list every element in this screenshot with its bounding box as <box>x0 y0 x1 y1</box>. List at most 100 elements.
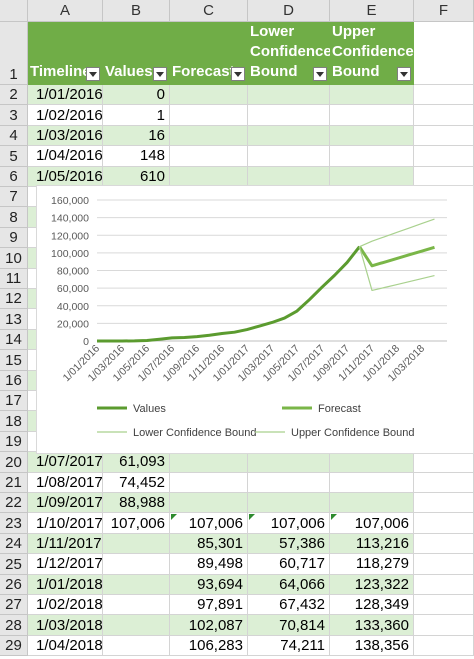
row-header-21[interactable]: 21 <box>0 472 28 493</box>
row-header-8[interactable]: 8 <box>0 207 28 228</box>
cell-forecast-r21[interactable] <box>170 472 248 493</box>
cell-f-r4[interactable] <box>414 125 474 147</box>
cell-date-r25[interactable]: 1/12/2017 <box>28 554 103 575</box>
cell-forecast-r2[interactable] <box>170 85 248 106</box>
cell-value-r3[interactable]: 1 <box>103 105 170 126</box>
cell-date-r28[interactable]: 1/03/2018 <box>28 615 103 636</box>
cell-upper-bound-r20[interactable] <box>330 452 414 473</box>
cell-forecast-r3[interactable] <box>170 105 248 126</box>
row-header-9[interactable]: 9 <box>0 227 28 249</box>
cell-upper-bound-r23[interactable]: 107,006 <box>330 513 414 534</box>
cell-f-r26[interactable] <box>414 574 474 595</box>
cell-date-r4[interactable]: 1/03/2016 <box>28 125 103 147</box>
cell-forecast-r29[interactable]: 106,283 <box>170 635 248 657</box>
cell-date-r6[interactable]: 1/05/2016 <box>28 166 103 187</box>
filter-dropdown-icon[interactable] <box>86 67 100 81</box>
row-header-18[interactable]: 18 <box>0 411 28 432</box>
row-header-29[interactable]: 29 <box>0 635 28 657</box>
cell-date-r3[interactable]: 1/02/2016 <box>28 105 103 126</box>
row-header-16[interactable]: 16 <box>0 370 28 391</box>
cell-f-r27[interactable] <box>414 595 474 616</box>
header-timeline[interactable]: Timeline <box>28 22 103 85</box>
cell-upper-bound-r2[interactable] <box>330 85 414 106</box>
cell-lower-bound-r5[interactable] <box>248 146 330 167</box>
cell-lower-bound-r2[interactable] <box>248 85 330 106</box>
cell-value-r21[interactable]: 74,452 <box>103 472 170 493</box>
cell-lower-bound-r26[interactable]: 64,066 <box>248 574 330 595</box>
row-header-4[interactable]: 4 <box>0 125 28 147</box>
cell-forecast-r24[interactable]: 85,301 <box>170 533 248 555</box>
row-header-23[interactable]: 23 <box>0 513 28 534</box>
cell-f-r23[interactable] <box>414 513 474 534</box>
cell-value-r6[interactable]: 610 <box>103 166 170 187</box>
cell-f-r20[interactable] <box>414 452 474 473</box>
cell-f-r6[interactable] <box>414 166 474 187</box>
cell-lower-bound-r20[interactable] <box>248 452 330 473</box>
cell-lower-bound-r4[interactable] <box>248 125 330 147</box>
cell-date-r27[interactable]: 1/02/2018 <box>28 595 103 616</box>
row-header-15[interactable]: 15 <box>0 350 28 371</box>
cell-f-r25[interactable] <box>414 554 474 575</box>
cell-forecast-r20[interactable] <box>170 452 248 473</box>
column-header-a[interactable]: A <box>28 0 103 22</box>
row-header-25[interactable]: 25 <box>0 554 28 575</box>
cell-value-r26[interactable] <box>103 574 170 595</box>
row-header-13[interactable]: 13 <box>0 309 28 330</box>
cell-upper-bound-r24[interactable]: 113,216 <box>330 533 414 555</box>
row-header-5[interactable]: 5 <box>0 146 28 167</box>
column-header-d[interactable]: D <box>248 0 330 22</box>
cell-lower-bound-r23[interactable]: 107,006 <box>248 513 330 534</box>
cell-date-r20[interactable]: 1/07/2017 <box>28 452 103 473</box>
cell-value-r24[interactable] <box>103 533 170 555</box>
cell-value-r28[interactable] <box>103 615 170 636</box>
cell-forecast-r27[interactable]: 97,891 <box>170 595 248 616</box>
row-header-10[interactable]: 10 <box>0 248 28 269</box>
cell-forecast-r6[interactable] <box>170 166 248 187</box>
header-forecast[interactable]: Forecast <box>170 22 248 85</box>
cell-date-r26[interactable]: 1/01/2018 <box>28 574 103 595</box>
cell-f-r29[interactable] <box>414 635 474 657</box>
header-values[interactable]: Values <box>103 22 170 85</box>
forecast-chart[interactable]: 0 20,000 40,000 60,000 80,000 100,000 120,000 1… <box>36 185 474 454</box>
cell-value-r29[interactable] <box>103 635 170 657</box>
cell-lower-bound-r29[interactable]: 74,211 <box>248 635 330 657</box>
cell-value-r23[interactable]: 107,006 <box>103 513 170 534</box>
column-header-f[interactable]: F <box>414 0 474 22</box>
row-header-3[interactable]: 3 <box>0 105 28 126</box>
cell-forecast-r4[interactable] <box>170 125 248 147</box>
cell-upper-bound-r25[interactable]: 118,279 <box>330 554 414 575</box>
row-header-24[interactable]: 24 <box>0 533 28 555</box>
cell-date-r24[interactable]: 1/11/2017 <box>28 533 103 555</box>
cell-f-r22[interactable] <box>414 493 474 514</box>
cell-f-r24[interactable] <box>414 533 474 555</box>
row-header-26[interactable]: 26 <box>0 574 28 595</box>
cell-f-r2[interactable] <box>414 85 474 106</box>
row-header-12[interactable]: 12 <box>0 289 28 310</box>
row-header-19[interactable]: 19 <box>0 431 28 453</box>
row-header-7[interactable]: 7 <box>0 187 28 208</box>
cell-lower-bound-r3[interactable] <box>248 105 330 126</box>
cell-upper-bound-r22[interactable] <box>330 493 414 514</box>
cell-lower-bound-r27[interactable]: 67,432 <box>248 595 330 616</box>
cell-value-r4[interactable]: 16 <box>103 125 170 147</box>
cell-upper-bound-r27[interactable]: 128,349 <box>330 595 414 616</box>
cell-value-r2[interactable]: 0 <box>103 85 170 106</box>
cell-f-r3[interactable] <box>414 105 474 126</box>
row-header-14[interactable]: 14 <box>0 329 28 351</box>
cell-lower-bound-r24[interactable]: 57,386 <box>248 533 330 555</box>
row-header-2[interactable]: 2 <box>0 85 28 106</box>
cell-upper-bound-r6[interactable] <box>330 166 414 187</box>
cell-lower-bound-r21[interactable] <box>248 472 330 493</box>
cell-upper-bound-r4[interactable] <box>330 125 414 147</box>
cell-upper-bound-r21[interactable] <box>330 472 414 493</box>
cell-value-r25[interactable] <box>103 554 170 575</box>
row-header-28[interactable]: 28 <box>0 615 28 636</box>
cell-forecast-r28[interactable]: 102,087 <box>170 615 248 636</box>
header-lower-confidence-bound[interactable]: Lower Confidence Bound <box>248 22 332 85</box>
cell-forecast-r5[interactable] <box>170 146 248 167</box>
cell-upper-bound-r28[interactable]: 133,360 <box>330 615 414 636</box>
cell-lower-bound-r6[interactable] <box>248 166 330 187</box>
filter-dropdown-icon[interactable] <box>231 67 245 81</box>
column-header-b[interactable]: B <box>103 0 170 22</box>
cell-value-r5[interactable]: 148 <box>103 146 170 167</box>
